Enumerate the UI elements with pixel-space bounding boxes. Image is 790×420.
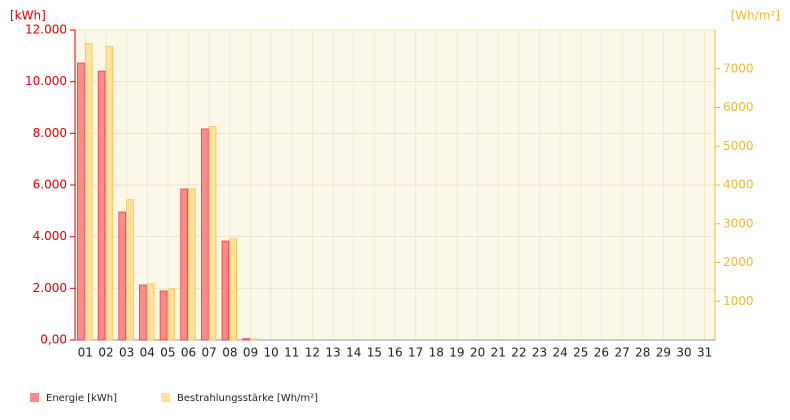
bar <box>77 62 85 341</box>
x-tick-label: 30 <box>676 346 691 360</box>
legend-label: Energie [kWh] <box>46 393 117 404</box>
bar <box>229 238 238 341</box>
x-tick-label: 22 <box>511 346 526 360</box>
x-tick-label: 18 <box>429 346 444 360</box>
x-tick-label: 27 <box>614 346 629 360</box>
bar <box>242 338 250 341</box>
x-tick-label: 19 <box>449 346 464 360</box>
legend-label: Bestrahlungsstärke [Wh/m²] <box>177 393 318 404</box>
y-tick-label: 2.000 <box>33 281 67 295</box>
x-tick-label: 08 <box>222 346 237 360</box>
bar <box>201 128 209 341</box>
bar <box>126 199 134 341</box>
y-axis-label: [kWh] <box>10 9 46 23</box>
x-tick-label: 29 <box>656 346 671 360</box>
y2-tick-label: 6000 <box>723 100 754 114</box>
x-tick-label: 02 <box>98 346 113 360</box>
y-tick-label: 8.000 <box>33 126 67 140</box>
bar <box>146 283 155 341</box>
y-tick-label: 6.000 <box>33 178 67 192</box>
x-tick-label: 05 <box>160 346 175 360</box>
y-tick-label: 4.000 <box>33 229 67 243</box>
x-tick-label: 04 <box>140 346 155 360</box>
x-tick-label: 20 <box>470 346 485 360</box>
y2-tick-label: 2000 <box>723 255 754 269</box>
y-tick-label: 0,00 <box>40 333 67 347</box>
x-tick-label: 16 <box>387 346 402 360</box>
x-tick-label: 11 <box>284 346 299 360</box>
x-tick-label: 06 <box>181 346 196 360</box>
x-tick-label: 15 <box>367 346 382 360</box>
x-tick-label: 28 <box>635 346 650 360</box>
bar <box>105 46 114 341</box>
x-tick-label: 23 <box>532 346 547 360</box>
bar <box>84 43 93 341</box>
x-tick-label: 10 <box>263 346 278 360</box>
x-tick-label: 31 <box>697 346 712 360</box>
x-tick-label: 21 <box>491 346 506 360</box>
bar <box>118 211 126 341</box>
x-tick-label: 09 <box>243 346 258 360</box>
x-tick-label: 17 <box>408 346 423 360</box>
x-tick-label: 07 <box>202 346 217 360</box>
legend-swatch <box>161 393 171 402</box>
bar <box>159 290 168 341</box>
y2-axis-label: [Wh/m²] <box>731 9 780 23</box>
legend: Energie [kWh] Bestrahlungsstärke [Wh/m²] <box>30 393 318 404</box>
x-tick-label: 26 <box>594 346 609 360</box>
bar <box>180 188 188 341</box>
x-tick-label: 12 <box>305 346 320 360</box>
x-tick-label: 14 <box>346 346 361 360</box>
bar <box>250 338 258 341</box>
y2-tick-label: 5000 <box>723 139 754 153</box>
legend-swatch <box>30 393 39 402</box>
y-tick-label: 12.000 <box>25 23 67 37</box>
y2-tick-label: 4000 <box>723 178 754 192</box>
y-tick-label: 10.000 <box>25 74 67 88</box>
x-tick-label: 24 <box>553 346 568 360</box>
bar <box>97 70 106 341</box>
y2-tick-label: 3000 <box>723 216 754 230</box>
bar <box>208 126 217 341</box>
bar <box>188 188 196 341</box>
y2-tick-label: 7000 <box>723 61 754 75</box>
x-tick-label: 25 <box>573 346 588 360</box>
x-tick-label: 03 <box>119 346 134 360</box>
bar <box>167 288 176 341</box>
bar <box>139 284 147 341</box>
x-tick-label: 01 <box>78 346 93 360</box>
y2-tick-label: 1000 <box>723 294 754 308</box>
x-tick-label: 13 <box>325 346 340 360</box>
bar <box>221 240 230 341</box>
